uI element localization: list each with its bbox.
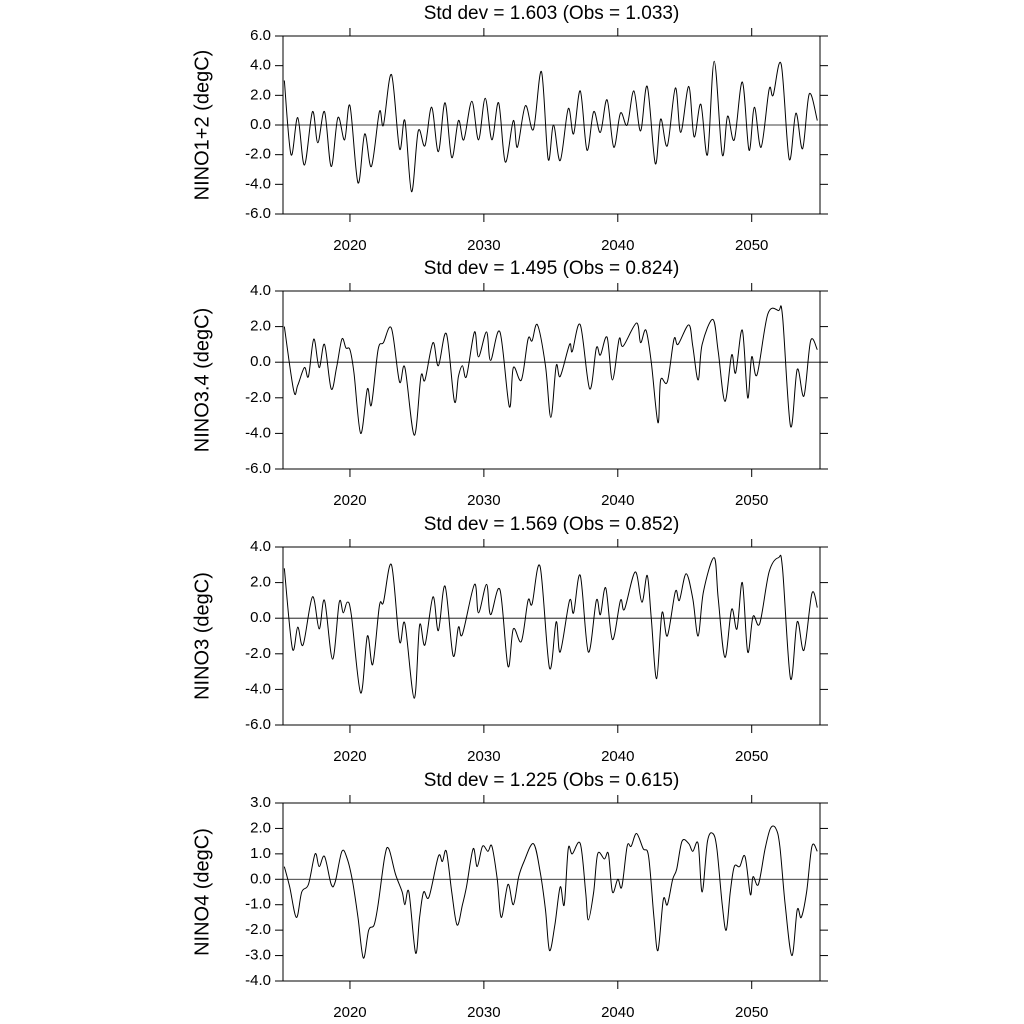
plot-frame (282, 802, 821, 982)
x-tick-label: 2030 (467, 748, 500, 765)
y-tick-label: -2.0 (245, 146, 271, 163)
x-tick-label: 2050 (735, 237, 768, 254)
y-tick-label: -4.0 (245, 680, 271, 697)
y-tick-label: -4.0 (245, 424, 271, 441)
x-tick-label: 2040 (601, 1004, 634, 1021)
data-line (283, 825, 818, 959)
y-tick-label: -6.0 (245, 716, 271, 733)
plot-frame (282, 35, 821, 215)
y-tick-label: -3.0 (245, 947, 271, 964)
y-tick-label: 4.0 (250, 282, 271, 299)
y-tick-label: 6.0 (250, 27, 271, 44)
y-tick-label: -6.0 (245, 205, 271, 222)
y-tick-label: 4.0 (250, 57, 271, 74)
x-tick-label: 2020 (333, 492, 366, 509)
y-tick-label: 0.0 (250, 116, 271, 133)
x-tick-label: 2030 (467, 237, 500, 254)
data-line (283, 554, 818, 699)
x-tick-label: 2050 (735, 492, 768, 509)
x-tick-label: 2020 (333, 748, 366, 765)
y-tick-label: -2.0 (245, 389, 271, 406)
panel-title: Std dev = 1.225 (Obs = 0.615) (424, 770, 680, 791)
y-tick-label: 2.0 (250, 574, 271, 591)
x-tick-label: 2040 (601, 748, 634, 765)
plot-frame (282, 290, 821, 470)
panel-title: Std dev = 1.603 (Obs = 1.033) (424, 3, 680, 24)
x-tick-label: 2050 (735, 748, 768, 765)
y-tick-label: -2.0 (245, 921, 271, 938)
x-tick-label: 2040 (601, 492, 634, 509)
plot-frame (282, 546, 821, 726)
y-tick-label: 0.0 (250, 609, 271, 626)
x-tick-label: 2020 (333, 237, 366, 254)
y-tick-label: -4.0 (245, 972, 271, 989)
x-tick-label: 2030 (467, 1004, 500, 1021)
data-line (283, 60, 818, 193)
y-tick-label: 2.0 (250, 318, 271, 335)
y-tick-label: 0.0 (250, 353, 271, 370)
y-axis-label: NINO4 (degC) (191, 828, 213, 956)
y-tick-label: -6.0 (245, 460, 271, 477)
y-axis-label: NINO3.4 (degC) (191, 308, 213, 453)
panel-title: Std dev = 1.495 (Obs = 0.824) (424, 258, 680, 279)
x-tick-label: 2030 (467, 492, 500, 509)
y-axis-label: NINO1+2 (degC) (191, 50, 213, 201)
y-tick-label: 1.0 (250, 845, 271, 862)
y-tick-label: 2.0 (250, 819, 271, 836)
y-tick-label: -1.0 (245, 896, 271, 913)
y-tick-label: -4.0 (245, 175, 271, 192)
y-tick-label: 0.0 (250, 870, 271, 887)
y-axis-label: NINO3 (degC) (191, 572, 213, 700)
panel-title: Std dev = 1.569 (Obs = 0.852) (424, 514, 680, 535)
y-tick-label: 2.0 (250, 86, 271, 103)
y-tick-label: -2.0 (245, 645, 271, 662)
data-line (283, 305, 818, 436)
y-tick-label: 3.0 (250, 794, 271, 811)
x-tick-label: 2020 (333, 1004, 366, 1021)
y-tick-label: 4.0 (250, 538, 271, 555)
x-tick-label: 2050 (735, 1004, 768, 1021)
x-tick-label: 2040 (601, 237, 634, 254)
